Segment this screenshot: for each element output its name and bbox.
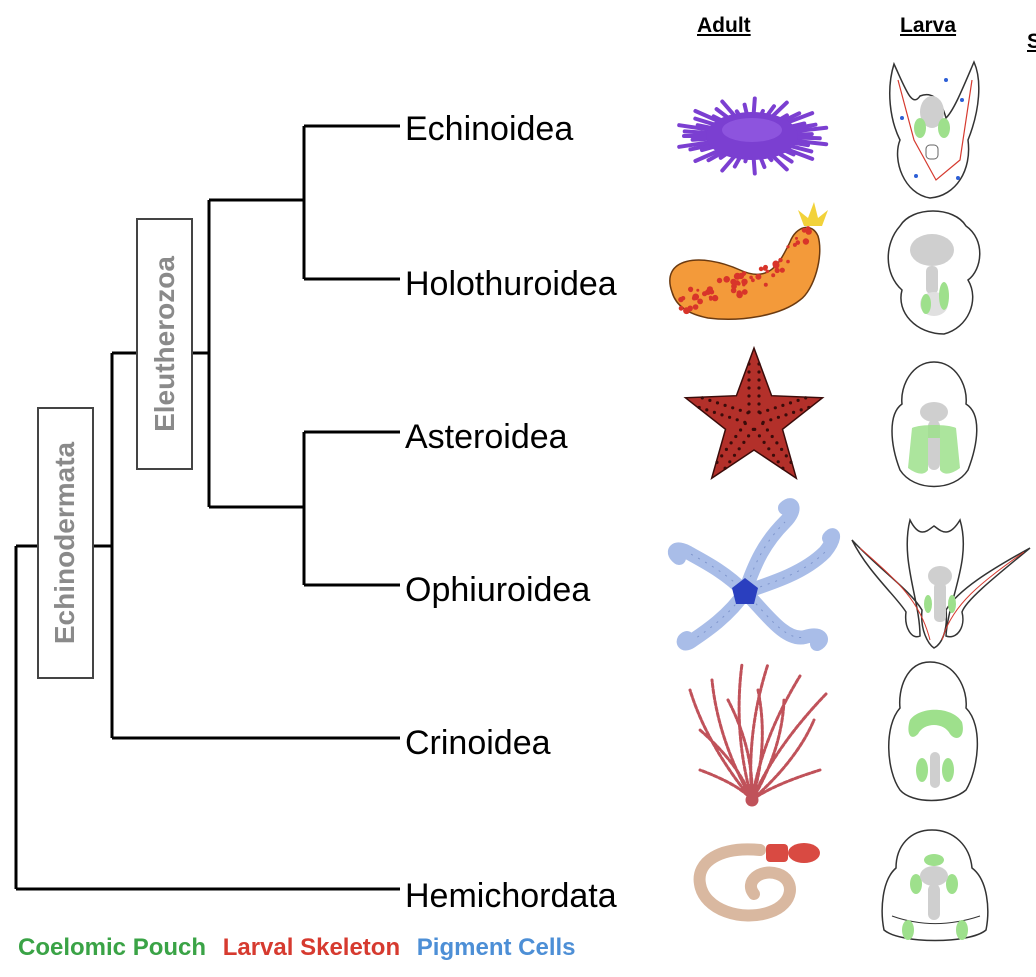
taxon-crinoidea: Crinoidea <box>405 724 551 762</box>
doliolaria-larva-icon <box>888 661 978 802</box>
taxon-echinoidea: Echinoidea <box>405 110 574 148</box>
clade-box-echinodermata: Echinodermata <box>37 407 94 679</box>
feather-star-icon <box>688 662 828 807</box>
sea-urchin-icon <box>677 96 829 176</box>
color-legend: Coelomic Pouch Larval Skeleton Pigment C… <box>18 934 586 962</box>
legend-larval-skeleton: Larval Skeleton <box>222 934 401 961</box>
taxon-ophiuroidea: Ophiuroidea <box>405 571 591 609</box>
tornaria-larva-icon <box>881 829 989 942</box>
column-header-adult: Adult <box>697 14 751 37</box>
legend-coelomic-pouch: Coelomic Pouch <box>18 934 207 961</box>
column-header-larva: Larva <box>900 14 957 37</box>
taxon-holothuroidea: Holothuroidea <box>405 265 617 303</box>
ophiopluteus-larva-icon <box>851 517 1031 649</box>
legend-pigment-cells: Pigment Cells <box>416 934 576 961</box>
echinopluteus-larva-icon <box>889 60 980 199</box>
sea-star-icon <box>683 345 825 480</box>
sea-cucumber-icon <box>669 202 828 320</box>
clade-box-eleutherozoa: Eleutherozoa <box>136 218 193 470</box>
column-header-cut: S <box>1027 30 1036 53</box>
acorn-worm-icon <box>693 843 820 922</box>
taxon-asteroidea: Asteroidea <box>405 418 568 456</box>
taxon-hemichordata: Hemichordata <box>405 877 617 915</box>
auricularia-larva-icon <box>887 210 981 335</box>
bipinnaria-larva-icon <box>891 361 978 488</box>
brittle-star-icon <box>667 498 841 651</box>
